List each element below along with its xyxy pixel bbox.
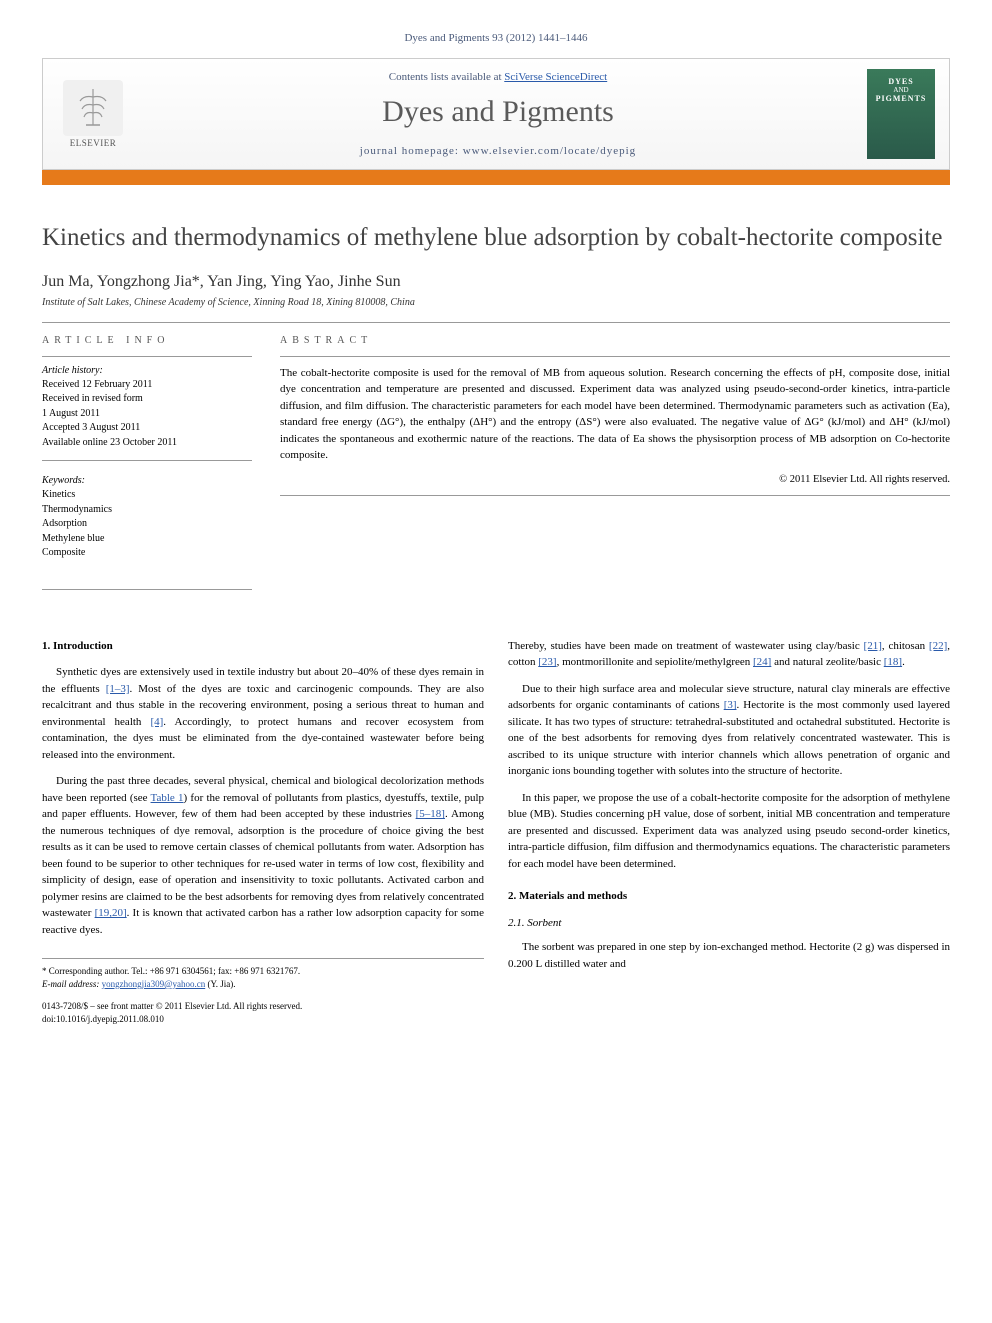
keyword: Methylene blue: [42, 532, 252, 547]
corresponding-author-footer: * Corresponding author. Tel.: +86 971 63…: [42, 958, 484, 1025]
cover-title-1: DYES: [888, 77, 913, 86]
sciencedirect-link[interactable]: SciVerse ScienceDirect: [504, 71, 607, 83]
info-divider: [42, 356, 252, 357]
elsevier-name: ELSEVIER: [70, 138, 117, 148]
section-2-heading: 2. Materials and methods: [508, 888, 950, 905]
article-title: Kinetics and thermodynamics of methylene…: [42, 221, 950, 255]
abstract-divider-bottom: [280, 495, 950, 496]
keyword: Composite: [42, 546, 252, 561]
email-link[interactable]: yongzhongjia309@yahoo.cn: [102, 979, 206, 989]
keyword: Thermodynamics: [42, 503, 252, 518]
email-label: E-mail address:: [42, 979, 102, 989]
info-divider-bottom: [42, 589, 252, 590]
text: , montmorillonite and sepiolite/methylgr…: [557, 656, 753, 668]
reference-link[interactable]: [24]: [753, 656, 771, 668]
reference-link[interactable]: [23]: [538, 656, 556, 668]
reference-link[interactable]: [19,20]: [95, 907, 127, 919]
text: , chitosan: [882, 640, 929, 652]
history-item: Received in revised form: [42, 392, 252, 407]
abstract-heading: ABSTRACT: [280, 335, 950, 346]
email-suffix: (Y. Jia).: [205, 979, 235, 989]
journal-banner: ELSEVIER Contents lists available at Sci…: [42, 58, 950, 170]
page-container: Dyes and Pigments 93 (2012) 1441–1446 EL…: [0, 0, 992, 1050]
citation-header: Dyes and Pigments 93 (2012) 1441–1446: [42, 24, 950, 58]
paragraph: In this paper, we propose the use of a c…: [508, 790, 950, 873]
reference-link[interactable]: [21]: [864, 640, 882, 652]
article-info-heading: ARTICLE INFO: [42, 335, 252, 346]
abstract-block: ABSTRACT The cobalt-hectorite composite …: [280, 335, 950, 561]
section-1-heading: 1. Introduction: [42, 638, 484, 655]
abstract-divider: [280, 356, 950, 357]
authors-line: Jun Ma, Yongzhong Jia*, Yan Jing, Ying Y…: [42, 273, 950, 291]
abstract-copyright: © 2011 Elsevier Ltd. All rights reserved…: [280, 474, 950, 485]
journal-name: Dyes and Pigments: [129, 95, 867, 129]
cover-title-2: PIGMENTS: [876, 94, 927, 103]
affiliation: Institute of Salt Lakes, Chinese Academy…: [42, 297, 950, 308]
subsection-2-1-heading: 2.1. Sorbent: [508, 915, 950, 932]
meta-row: ARTICLE INFO Article history: Received 1…: [42, 323, 950, 579]
body-text: 1. Introduction Synthetic dyes are exten…: [42, 638, 950, 1026]
table-link[interactable]: Table 1: [151, 792, 184, 804]
paragraph: Due to their high surface area and molec…: [508, 681, 950, 780]
abstract-text: The cobalt-hectorite composite is used f…: [280, 365, 950, 464]
reference-link[interactable]: [22]: [929, 640, 947, 652]
keyword: Kinetics: [42, 488, 252, 503]
doi-line: doi:10.1016/j.dyepig.2011.08.010: [42, 1013, 484, 1026]
corr-author-line: * Corresponding author. Tel.: +86 971 63…: [42, 965, 484, 978]
contents-available-line: Contents lists available at SciVerse Sci…: [129, 71, 867, 83]
contents-prefix: Contents lists available at: [389, 71, 504, 83]
banner-center: Contents lists available at SciVerse Sci…: [129, 71, 867, 157]
reference-link[interactable]: [5–18]: [416, 808, 445, 820]
history-item: 1 August 2011: [42, 407, 252, 422]
reference-link[interactable]: [18]: [884, 656, 902, 668]
reference-link[interactable]: [4]: [150, 716, 163, 728]
orange-divider-bar: [42, 169, 950, 185]
homepage-url: www.elsevier.com/locate/dyepig: [463, 145, 636, 157]
info-divider-2: [42, 460, 252, 461]
paragraph: The sorbent was prepared in one step by …: [508, 939, 950, 972]
paragraph: Synthetic dyes are extensively used in t…: [42, 664, 484, 763]
email-line: E-mail address: yongzhongjia309@yahoo.cn…: [42, 978, 484, 991]
journal-cover-thumbnail: DYES AND PIGMENTS: [867, 69, 935, 159]
reference-link[interactable]: [3]: [724, 699, 737, 711]
elsevier-tree-icon: [63, 80, 123, 136]
text: .: [902, 656, 905, 668]
paragraph: Thereby, studies have been made on treat…: [508, 638, 950, 671]
history-item: Received 12 February 2011: [42, 378, 252, 393]
history-label: Article history:: [42, 365, 252, 376]
text: and natural zeolite/basic: [771, 656, 883, 668]
cover-title-sep: AND: [893, 86, 908, 94]
history-item: Accepted 3 August 2011: [42, 421, 252, 436]
elsevier-logo: ELSEVIER: [57, 74, 129, 154]
keywords-label: Keywords:: [42, 475, 252, 486]
paragraph: During the past three decades, several p…: [42, 773, 484, 938]
keyword: Adsorption: [42, 517, 252, 532]
history-item: Available online 23 October 2011: [42, 436, 252, 451]
text: . Among the numerous techniques of dye r…: [42, 808, 484, 919]
homepage-label: journal homepage:: [360, 145, 463, 157]
text: Thereby, studies have been made on treat…: [508, 640, 864, 652]
homepage-line: journal homepage: www.elsevier.com/locat…: [129, 145, 867, 157]
reference-link[interactable]: [1–3]: [106, 683, 130, 695]
article-info-block: ARTICLE INFO Article history: Received 1…: [42, 335, 252, 561]
issn-line: 0143-7208/$ – see front matter © 2011 El…: [42, 1000, 484, 1013]
